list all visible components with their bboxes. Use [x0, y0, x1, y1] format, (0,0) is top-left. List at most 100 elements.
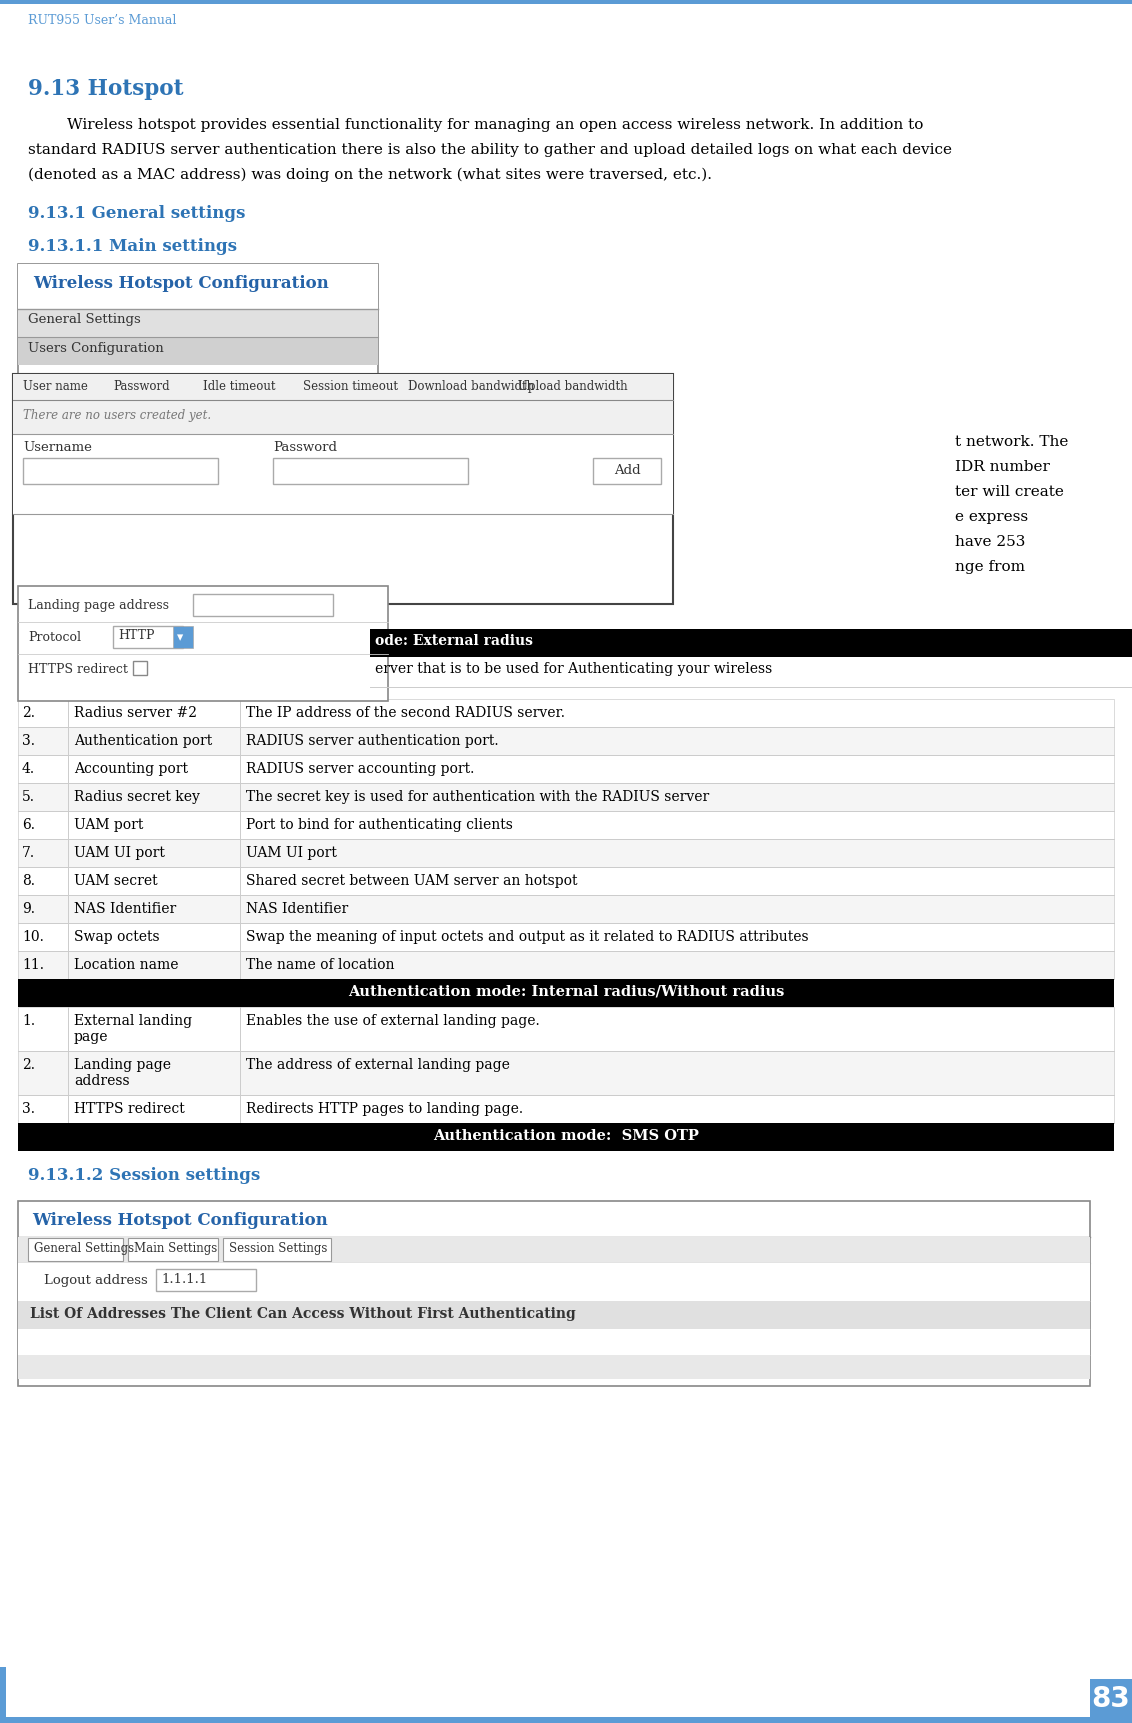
Text: Add: Add — [614, 463, 641, 477]
Bar — [18, 1356, 1090, 1378]
Text: HTTPS redirect: HTTPS redirect — [28, 663, 128, 675]
Text: ter will create: ter will create — [955, 484, 1064, 498]
Text: 3.: 3. — [22, 734, 35, 748]
Text: General Settings: General Settings — [28, 314, 140, 326]
Text: Swap the meaning of input octets and output as it related to RADIUS attributes: Swap the meaning of input octets and out… — [246, 929, 808, 944]
Text: 3.: 3. — [22, 1101, 35, 1115]
Text: The address of external landing page: The address of external landing page — [246, 1058, 509, 1072]
Text: Main Settings: Main Settings — [134, 1241, 217, 1254]
Text: e express: e express — [955, 510, 1028, 524]
Text: Password: Password — [273, 441, 337, 453]
Text: Landing page address: Landing page address — [28, 598, 169, 612]
Bar — [18, 951, 1114, 979]
Bar — [18, 1237, 1090, 1263]
Bar — [18, 1051, 1114, 1096]
Bar — [18, 700, 1114, 727]
Bar — [18, 1123, 1114, 1151]
Bar — [370, 658, 1132, 687]
Text: 11.: 11. — [22, 958, 44, 972]
Text: 9.13.1.2 Session settings: 9.13.1.2 Session settings — [28, 1166, 260, 1184]
Text: External landing: External landing — [74, 1013, 192, 1027]
Text: Wireless Hotspot Configuration: Wireless Hotspot Configuration — [32, 1211, 328, 1228]
Bar — [12, 376, 674, 605]
Bar — [18, 1096, 1114, 1123]
Bar — [173, 627, 192, 648]
Text: Wireless hotspot provides essential functionality for managing an open access wi: Wireless hotspot provides essential func… — [28, 117, 924, 133]
Text: There are no users created yet.: There are no users created yet. — [23, 408, 212, 422]
Bar — [18, 1201, 1090, 1387]
Bar — [18, 896, 1114, 924]
Text: Redirects HTTP pages to landing page.: Redirects HTTP pages to landing page. — [246, 1101, 523, 1115]
Text: Location name: Location name — [74, 958, 179, 972]
Bar — [18, 867, 1114, 896]
Text: Protocol: Protocol — [28, 631, 82, 644]
Bar — [18, 265, 378, 439]
Bar — [28, 1239, 123, 1261]
Text: The IP address of the second RADIUS server.: The IP address of the second RADIUS serv… — [246, 706, 565, 720]
Bar — [18, 1328, 1090, 1356]
Bar — [18, 265, 378, 310]
Text: 2.: 2. — [22, 1058, 35, 1072]
Bar — [18, 1301, 1090, 1328]
Text: 4.: 4. — [22, 762, 35, 775]
Bar — [18, 924, 1114, 951]
Text: ode: External radius: ode: External radius — [375, 634, 533, 648]
Bar — [18, 812, 1114, 839]
Text: RADIUS server authentication port.: RADIUS server authentication port. — [246, 734, 498, 748]
Text: t network. The: t network. The — [955, 434, 1069, 448]
Text: RUT955 User’s Manual: RUT955 User’s Manual — [28, 14, 177, 28]
Bar — [18, 338, 378, 365]
Bar — [18, 784, 1114, 812]
Text: ▾: ▾ — [177, 631, 183, 644]
Text: Session timeout: Session timeout — [303, 379, 398, 393]
Text: (denoted as a MAC address) was doing on the network (what sites were traversed, : (denoted as a MAC address) was doing on … — [28, 167, 712, 183]
Text: Download bandwidth: Download bandwidth — [408, 379, 534, 393]
Bar — [12, 376, 674, 401]
Text: IDR number: IDR number — [955, 460, 1049, 474]
Text: HTTP: HTTP — [118, 629, 154, 641]
Text: 9.: 9. — [22, 901, 35, 915]
Text: General Settings: General Settings — [34, 1241, 134, 1254]
Text: Password: Password — [113, 379, 170, 393]
Text: 7.: 7. — [22, 846, 35, 860]
Text: NAS Identifier: NAS Identifier — [246, 901, 349, 915]
Text: User name: User name — [23, 379, 88, 393]
Bar — [18, 756, 1114, 784]
Text: 1.1.1.1: 1.1.1.1 — [161, 1272, 207, 1285]
Text: 9.13 Hotspot: 9.13 Hotspot — [28, 78, 183, 100]
Bar — [18, 979, 1114, 1008]
Bar — [0, 1668, 6, 1723]
Text: Radius server #2: Radius server #2 — [74, 706, 197, 720]
Bar — [1090, 1678, 1132, 1718]
Text: Shared secret between UAM server an hotspot: Shared secret between UAM server an hots… — [246, 874, 577, 887]
Text: UAM secret: UAM secret — [74, 874, 157, 887]
Text: 8.: 8. — [22, 874, 35, 887]
Text: 1.: 1. — [22, 1013, 35, 1027]
Text: Radius secret key: Radius secret key — [74, 789, 200, 803]
Text: 5.: 5. — [22, 789, 35, 803]
Text: address: address — [74, 1073, 130, 1087]
Bar — [12, 434, 674, 515]
Bar — [370, 629, 1132, 658]
Text: The name of location: The name of location — [246, 958, 394, 972]
Bar — [18, 1263, 1090, 1301]
Text: Port to bind for authenticating clients: Port to bind for authenticating clients — [246, 817, 513, 832]
Bar — [12, 401, 674, 434]
Bar — [593, 458, 661, 484]
Bar — [18, 727, 1114, 756]
Text: Idle timeout: Idle timeout — [203, 379, 275, 393]
Text: 9.13.1 General settings: 9.13.1 General settings — [28, 205, 246, 222]
Text: Authentication mode: Internal radius/Without radius: Authentication mode: Internal radius/Wit… — [348, 984, 784, 998]
Bar — [23, 458, 218, 484]
Text: List Of Addresses The Client Can Access Without First Authenticating: List Of Addresses The Client Can Access … — [31, 1306, 576, 1320]
Text: erver that is to be used for Authenticating your wireless: erver that is to be used for Authenticat… — [375, 662, 772, 675]
Text: have 253: have 253 — [955, 534, 1026, 548]
Bar — [273, 458, 468, 484]
Text: Logout address: Logout address — [44, 1273, 148, 1287]
Bar — [18, 586, 388, 701]
Text: Authentication port: Authentication port — [74, 734, 213, 748]
Text: Authentication mode:  SMS OTP: Authentication mode: SMS OTP — [434, 1129, 698, 1142]
Text: Upload bandwidth: Upload bandwidth — [518, 379, 627, 393]
Text: Enables the use of external landing page.: Enables the use of external landing page… — [246, 1013, 540, 1027]
Text: Session Settings: Session Settings — [229, 1241, 327, 1254]
